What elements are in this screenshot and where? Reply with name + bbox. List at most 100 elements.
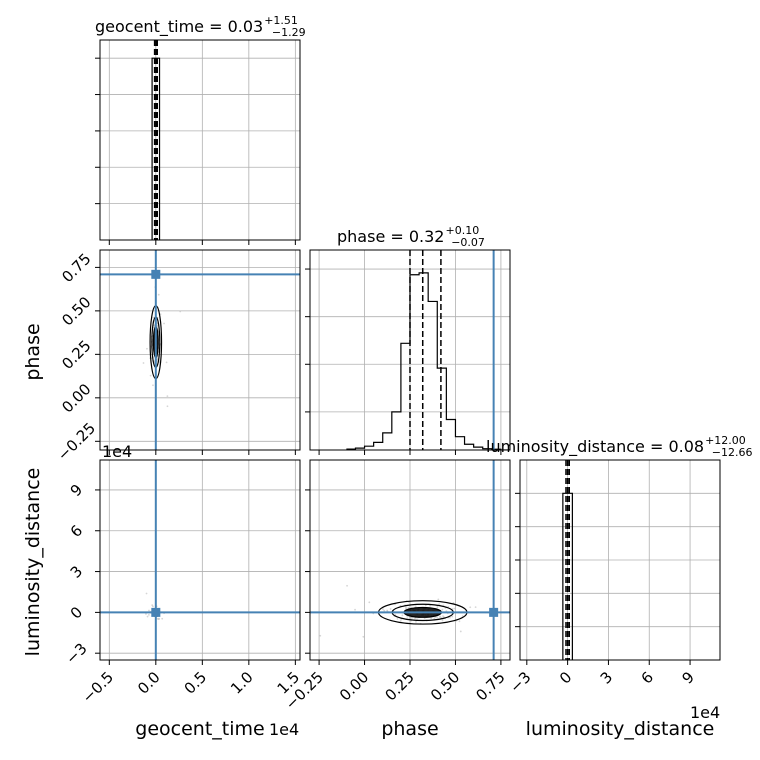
- p22-xtick-label-0: −3: [506, 668, 534, 696]
- lumdist-vs-phase-point-51: [411, 616, 414, 619]
- lumdist-vs-geocent-point-16: [157, 618, 160, 621]
- lumdist-vs-phase-point-8: [459, 630, 462, 633]
- lumdist-vs-phase-point-139: [438, 616, 441, 618]
- panel-phase-vs-geocent: [99, 249, 301, 451]
- lumdist-vs-geocent-xtick-label-1: 0.0: [134, 668, 164, 698]
- panel-geocent-marginal: [99, 39, 301, 241]
- lumdist-vs-geocent-xtick-label-3: 1.0: [227, 668, 257, 698]
- xlabel-geocent-time: geocent_time: [135, 718, 264, 740]
- lumdist-vs-phase-point-21: [406, 615, 409, 618]
- lumdist-vs-geocent-truth-marker: [151, 607, 161, 617]
- title-geocent-sub: −1.29: [272, 26, 306, 39]
- offset-geocent-x: 1e4: [269, 720, 299, 739]
- lumdist-vs-phase-point-62: [437, 598, 440, 601]
- title-lumdist: luminosity_distance = 0.08+12.00 −12.66: [486, 434, 753, 459]
- lumdist-vs-geocent-ytick-label-0: −3: [62, 639, 90, 667]
- lumdist-vs-phase-point-37: [396, 617, 399, 620]
- phase-vs-geocent-point-6: [142, 362, 145, 364]
- phase-vs-geocent-point-14: [149, 374, 152, 377]
- offset-lumdist-y: 1e4: [102, 442, 132, 461]
- phase-hist-step: [346, 272, 510, 450]
- lumdist-vs-phase-point-12: [346, 584, 348, 587]
- lumdist-vs-phase-point-126: [451, 615, 454, 618]
- lumdist-vs-geocent-point-3: [161, 617, 164, 620]
- lumdist-vs-phase-point-140: [415, 620, 417, 623]
- lumdist-vs-geocent-point-19: [145, 592, 148, 595]
- p22-xtick-label-2: 3: [597, 668, 616, 687]
- phase-vs-geocent-point-1: [157, 293, 160, 296]
- lumdist-vs-geocent-xtick-label-2: 0.5: [181, 668, 211, 698]
- lumdist-vs-geocent-ytick-label-2: 3: [67, 562, 86, 581]
- lumdist-vs-phase-point-28: [438, 603, 441, 605]
- title-geocent-sup: +1.51: [264, 14, 298, 27]
- phase-vs-geocent-ytick-label-4: 0.75: [58, 250, 94, 286]
- lumdist-vs-phase-point-114: [410, 616, 413, 619]
- lumdist-vs-phase-point-52: [453, 607, 456, 610]
- lumdist-vs-phase-point-1: [474, 606, 477, 609]
- lumdist-vs-geocent-point-17: [147, 613, 150, 616]
- phase-vs-geocent-point-116: [152, 316, 155, 319]
- lumdist-vs-geocent-ytick-label-4: 9: [67, 481, 86, 500]
- lumdist-vs-phase-point-18: [399, 620, 402, 622]
- ylabel-luminosity-distance: luminosity_distance: [22, 468, 44, 657]
- lumdist-vs-phase-point-143: [405, 607, 407, 610]
- lumdist-vs-phase-point-24: [429, 604, 432, 607]
- lumdist-vs-phase-truth-marker: [489, 607, 499, 617]
- lumdist-vs-geocent-point-10: [145, 613, 147, 615]
- phase-vs-geocent-point-15: [165, 361, 168, 364]
- title-lumdist-sub: −12.66: [712, 446, 753, 459]
- lumdist-vs-phase-point-84: [405, 606, 407, 609]
- lumdist-vs-phase-point-15: [319, 634, 322, 637]
- lumdist-vs-geocent-point-18: [151, 604, 154, 607]
- lumdist-vs-phase-point-87: [469, 606, 472, 609]
- phase-vs-geocent-ytick-label-3: 0.50: [58, 293, 94, 329]
- lumdist-vs-phase-xtick-label-4: 0.75: [472, 668, 508, 704]
- p22-xtick-label-3: 6: [638, 668, 657, 687]
- title-lumdist-sup: +12.00: [705, 434, 746, 447]
- phase-vs-geocent-point-97: [146, 347, 148, 350]
- lumdist-vs-phase-point-138: [424, 604, 427, 607]
- ylabel-phase: phase: [22, 323, 44, 380]
- lumdist-vs-phase-point-142: [416, 618, 418, 620]
- lumdist-vs-phase-point-26: [441, 608, 444, 611]
- lumdist-vs-geocent-ytick-label-1: 0: [67, 603, 86, 622]
- lumdist-vs-phase-point-81: [401, 614, 404, 617]
- xlabel-phase: phase: [381, 718, 438, 740]
- phase-vs-geocent-truth-marker: [151, 269, 161, 279]
- lumdist-vs-phase-point-158: [434, 616, 437, 619]
- lumdist-vs-phase-point-129: [382, 608, 384, 611]
- lumdist-vs-phase-xtick-label-1: 0.00: [336, 668, 372, 704]
- lumdist-vs-phase-xtick-label-3: 0.50: [427, 668, 463, 704]
- phase-vs-geocent-point-4: [166, 395, 169, 397]
- lumdist-vs-phase-point-10: [368, 601, 371, 604]
- p22-xtick-label-4: 9: [678, 668, 697, 687]
- phase-vs-geocent-ytick-label-1: 0.00: [58, 380, 94, 416]
- p22-xtick-label-1: 0: [556, 668, 575, 687]
- offset-lumdist-x: 1e4: [690, 703, 720, 722]
- lumdist-vs-phase-point-122: [458, 620, 461, 623]
- lumdist-vs-phase-point-55: [389, 608, 392, 610]
- lumdist-vs-phase-point-137: [407, 607, 410, 609]
- title-phase-sup: +0.10: [445, 224, 479, 237]
- lumdist-vs-phase-point-0: [354, 608, 356, 611]
- lumdist-vs-phase-point-72: [430, 617, 433, 620]
- lumdist-vs-phase-point-146: [436, 606, 439, 609]
- lumdist-hist-bar-0: [562, 492, 573, 660]
- phase-vs-geocent-ytick-label-2: 0.25: [58, 337, 94, 373]
- lumdist-vs-phase-point-54: [436, 616, 439, 619]
- title-phase: phase = 0.32+0.10 −0.07: [337, 224, 485, 249]
- lumdist-vs-geocent-ytick-label-3: 6: [67, 521, 86, 540]
- phase-vs-geocent-point-0: [179, 310, 182, 313]
- lumdist-vs-phase-point-86: [409, 617, 411, 620]
- lumdist-vs-geocent-point-5: [146, 615, 149, 618]
- lumdist-vs-phase-point-11: [527, 612, 529, 614]
- lumdist-vs-phase-xtick-label-2: 0.25: [381, 668, 417, 704]
- lumdist-vs-geocent-xtick-label-0: −0.5: [79, 668, 117, 706]
- phase-vs-geocent-point-19: [163, 322, 165, 325]
- lumdist-vs-phase-point-125: [449, 616, 451, 619]
- title-geocent: geocent_time = 0.03+1.51 −1.29: [95, 14, 306, 39]
- xlabel-luminosity-distance: luminosity_distance: [526, 718, 715, 740]
- title-phase-sub: −0.07: [451, 236, 485, 249]
- lumdist-vs-geocent-point-13: [148, 609, 150, 612]
